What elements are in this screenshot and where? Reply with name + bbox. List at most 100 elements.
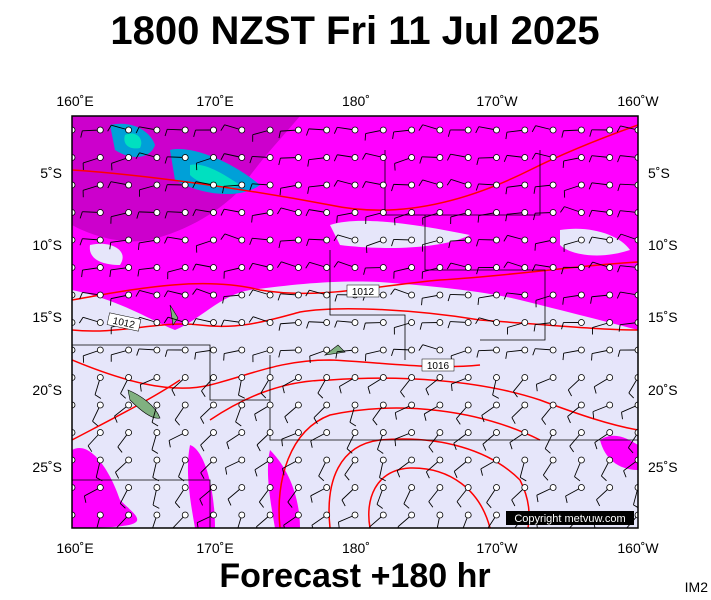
station — [521, 484, 529, 491]
wind-barb-flag — [192, 263, 197, 271]
station — [238, 484, 246, 491]
wind-barb-flag — [95, 477, 103, 482]
wind-barb-flag — [503, 235, 508, 242]
station — [266, 484, 274, 491]
station — [266, 236, 274, 244]
station — [210, 236, 217, 244]
wind-barb-flag — [533, 186, 536, 194]
station — [266, 346, 274, 354]
wind-barb-flag — [92, 420, 99, 427]
wind-barb-flag — [287, 501, 293, 508]
lat-label: 25˚S — [32, 459, 62, 475]
wind-barb-flag — [487, 530, 492, 535]
wind-barb-flag — [151, 532, 157, 536]
station — [294, 236, 302, 244]
rain-core — [124, 133, 240, 188]
wind-barb-flag — [476, 267, 479, 275]
rain-south — [72, 435, 638, 528]
station — [408, 126, 416, 134]
wind-barb-flag — [79, 211, 83, 219]
station — [606, 264, 614, 271]
station — [351, 374, 359, 381]
station — [266, 264, 274, 271]
wind-barb-flag — [164, 211, 168, 219]
station — [606, 456, 614, 464]
station — [96, 126, 104, 134]
station — [351, 511, 359, 519]
wind-barb-flag — [151, 421, 159, 427]
wind-barb-flag — [152, 477, 160, 482]
wind-barb-flag — [594, 442, 598, 450]
wind-barb-flag — [248, 316, 254, 323]
wind-barb-flag — [151, 449, 159, 454]
station — [238, 291, 246, 299]
wind-barb-flag — [447, 294, 451, 302]
lat-label: 5˚S — [40, 165, 62, 181]
station — [238, 236, 246, 244]
wind-barb-flag — [249, 238, 253, 245]
wind-barb-flag — [164, 184, 168, 192]
wind-barb-flag — [503, 155, 508, 163]
wind-barb-flag — [94, 394, 102, 399]
station — [210, 319, 217, 326]
station — [521, 429, 529, 436]
wind-barb-flag — [476, 157, 479, 165]
wind-barb-flag — [532, 348, 536, 356]
station — [294, 209, 302, 216]
wind-barb-flag — [278, 323, 281, 331]
wind-barb-flag — [310, 440, 313, 448]
lon-label: 170˚W — [476, 540, 518, 556]
station — [493, 401, 500, 409]
station — [181, 181, 189, 189]
station — [379, 264, 387, 271]
station — [323, 181, 331, 189]
station — [493, 429, 500, 436]
wind-barb-flag — [194, 352, 197, 360]
wind-barb-flag — [364, 133, 367, 141]
wind-barb-flag — [561, 130, 564, 138]
wind-barb-flag — [335, 351, 338, 359]
station — [464, 429, 472, 436]
wind-barb-flag — [168, 440, 171, 448]
station — [181, 264, 189, 271]
wind-barb-flag — [199, 498, 204, 506]
wind-barb-flag — [222, 186, 225, 194]
wind-barb-flag — [396, 470, 401, 478]
station — [549, 401, 557, 409]
wind-barb-flag — [588, 261, 593, 269]
station — [578, 346, 585, 354]
wind-barb-flag — [200, 472, 205, 479]
wind-barb-flag — [592, 411, 595, 419]
station — [210, 126, 217, 134]
station — [436, 511, 444, 519]
lon-label: 160˚W — [617, 540, 659, 556]
wind-barb-flag — [626, 529, 630, 535]
wind-barb-flag — [283, 525, 286, 528]
wind-barb-flag — [379, 477, 386, 482]
wind-barb-flag — [569, 528, 573, 534]
station — [96, 264, 104, 271]
station — [96, 511, 104, 519]
wind-barb — [72, 487, 73, 489]
station — [125, 484, 133, 491]
station — [351, 181, 359, 189]
wind-barb-flag — [171, 389, 176, 397]
wind-barb-flag — [115, 472, 120, 479]
station — [351, 346, 359, 354]
wind-barb-flag — [574, 476, 581, 482]
station — [294, 484, 302, 491]
station — [266, 126, 274, 134]
wind-barb-flag — [533, 324, 536, 332]
wind-barb-flag — [225, 467, 228, 475]
wind-barb-flag — [623, 470, 627, 478]
station — [125, 181, 133, 189]
wind-barb-flag — [80, 130, 83, 138]
station — [521, 319, 529, 326]
station — [408, 154, 416, 161]
wind-barb-flag — [513, 391, 518, 398]
station — [323, 291, 331, 299]
wind-barb-flag — [511, 499, 516, 507]
isobar-label: 1012 — [112, 316, 136, 331]
wind-barb-flag — [344, 474, 350, 481]
wind-barb-flag — [505, 187, 508, 195]
